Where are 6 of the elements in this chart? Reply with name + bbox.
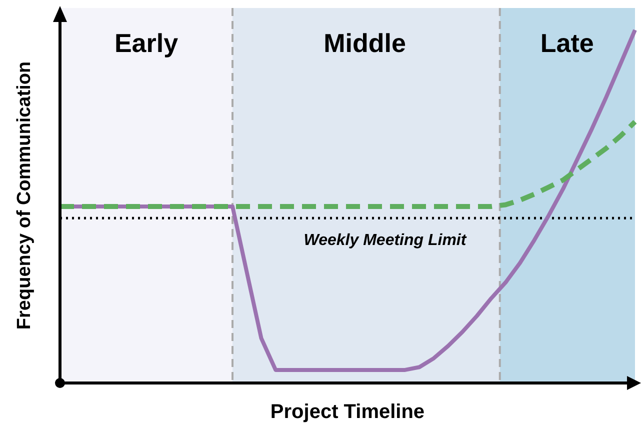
annotation: Middle bbox=[324, 28, 406, 58]
x-axis-title: Project Timeline bbox=[270, 401, 425, 423]
y-axis-title: Frequency of Communication bbox=[14, 61, 35, 330]
annotation: Early bbox=[114, 28, 179, 58]
annotation: Late bbox=[540, 28, 594, 58]
ref-line-label: Weekly Meeting Limit bbox=[304, 232, 467, 250]
